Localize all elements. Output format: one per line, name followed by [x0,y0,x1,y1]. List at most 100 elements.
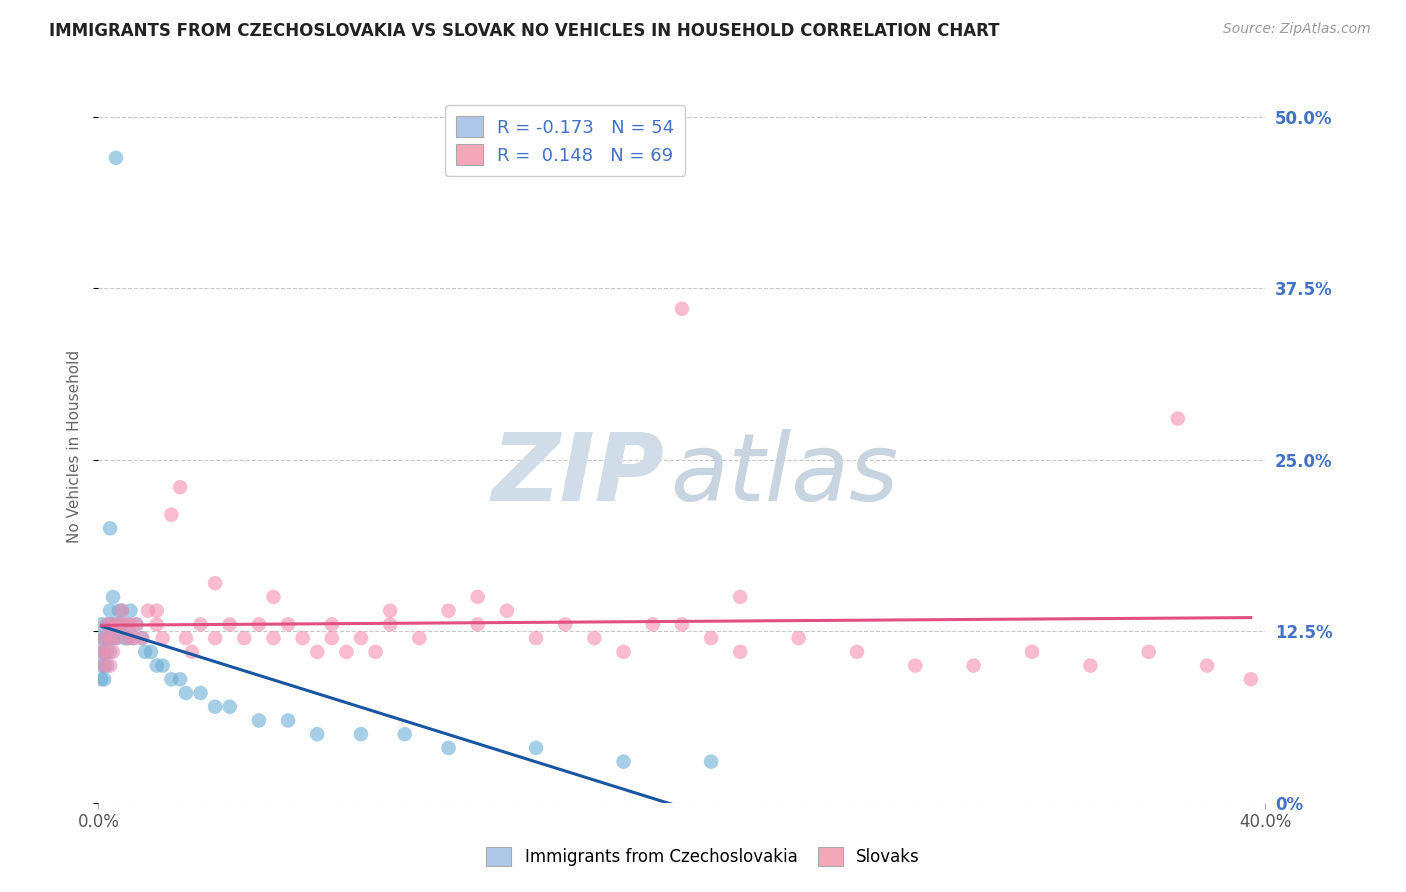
Point [90,645,112,659]
Point [671,301,693,316]
Point [136,604,159,618]
Point [93,673,115,687]
Point [117,631,139,645]
Point [101,617,124,632]
Point [90,673,112,687]
Point [671,617,693,632]
Point [467,617,489,632]
Point [641,617,664,632]
Point [1167,411,1189,425]
Point [98,658,121,673]
Point [190,617,212,632]
Point [408,631,430,645]
Point [93,658,115,673]
Point [467,590,489,604]
Point [104,617,127,632]
Point [190,686,212,700]
Point [496,604,519,618]
Point [204,576,226,591]
Point [846,645,869,659]
Point [204,631,226,645]
Point [93,631,115,645]
Y-axis label: No Vehicles in Household: No Vehicles in Household [66,350,82,542]
Point [98,631,121,645]
Point [1195,658,1218,673]
Point [93,631,115,645]
Point [277,714,299,728]
Point [364,645,387,659]
Point [174,631,197,645]
Text: atlas: atlas [671,429,898,520]
Point [152,658,174,673]
Point [108,617,131,632]
Point [101,645,124,659]
Point [114,631,136,645]
Point [96,645,118,659]
Point [93,658,115,673]
Point [307,645,329,659]
Point [120,604,142,618]
Point [233,631,256,645]
Point [437,740,460,755]
Point [321,631,343,645]
Point [146,604,169,618]
Point [218,699,240,714]
Legend: Immigrants from Czechoslovakia, Slovaks: Immigrants from Czechoslovakia, Slovaks [479,840,927,873]
Point [98,617,121,632]
Point [101,631,124,645]
Point [554,617,576,632]
Point [700,755,723,769]
Point [380,617,402,632]
Point [350,727,373,741]
Point [1240,673,1263,687]
Text: ZIP: ZIP [492,428,665,521]
Point [524,631,547,645]
Point [108,604,131,618]
Point [160,673,183,687]
Point [787,631,810,645]
Point [114,617,136,632]
Point [125,617,148,632]
Point [120,617,142,632]
Point [321,617,343,632]
Point [218,617,240,632]
Point [104,631,127,645]
Point [524,740,547,755]
Point [307,727,329,741]
Point [101,617,124,632]
Point [169,480,191,494]
Point [139,645,162,659]
Point [437,604,460,618]
Point [612,755,634,769]
Point [96,658,118,673]
Point [160,508,183,522]
Point [583,631,606,645]
Point [277,617,299,632]
Point [1021,645,1043,659]
Point [247,617,270,632]
Legend: R = -0.173   N = 54, R =  0.148   N = 69: R = -0.173 N = 54, R = 0.148 N = 69 [446,105,685,176]
Point [262,590,284,604]
Point [122,631,145,645]
Point [730,645,752,659]
Point [612,645,634,659]
Point [146,617,169,632]
Point [111,604,134,618]
Point [335,645,357,659]
Point [247,714,270,728]
Point [104,151,127,165]
Point [291,631,314,645]
Point [730,590,752,604]
Point [101,590,124,604]
Point [104,631,127,645]
Point [98,604,121,618]
Point [152,631,174,645]
Point [700,631,723,645]
Point [180,645,202,659]
Point [90,658,112,673]
Point [146,658,169,673]
Point [96,617,118,632]
Point [904,658,927,673]
Point [98,645,121,659]
Point [350,631,373,645]
